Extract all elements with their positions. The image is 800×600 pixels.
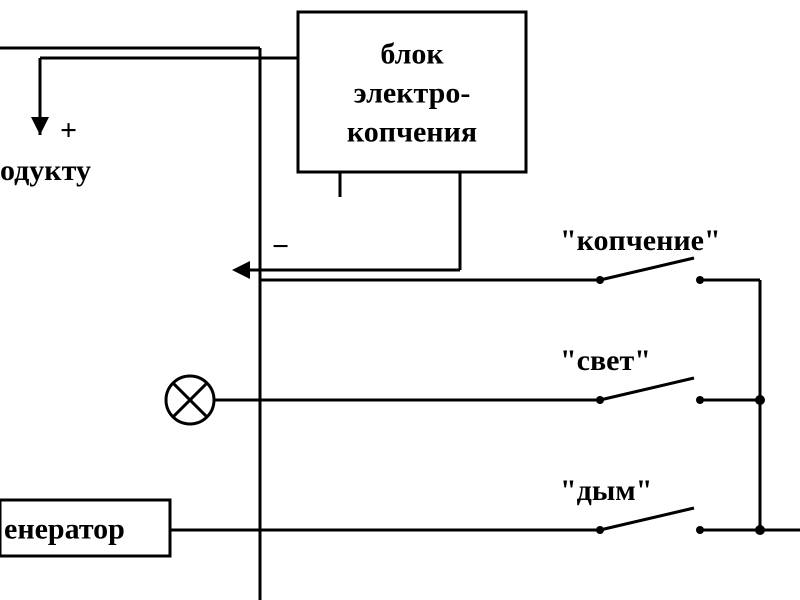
switch-light-arm [600,378,694,400]
block-label-line-0: блок [380,38,444,71]
switch-label-light: "свет" [560,344,651,377]
switch-label-smoking: "копчение" [560,224,721,257]
plus-arrowhead [31,117,49,135]
minus-arrowhead [232,261,250,279]
product-label-fragment: одукту [0,154,91,187]
bus-node-0 [755,395,765,405]
block-label-line-2: копчения [347,116,477,149]
minus-sign: − [272,230,289,263]
generator-label-fragment: енератор [4,513,125,546]
bus-node-1 [755,525,765,535]
plus-sign: + [60,114,77,147]
switch-smoking-arm [600,258,694,280]
switch-smoke-arm [600,508,694,530]
switch-label-smoke: "дым" [560,474,652,507]
block-label-line-1: электро- [354,77,471,110]
